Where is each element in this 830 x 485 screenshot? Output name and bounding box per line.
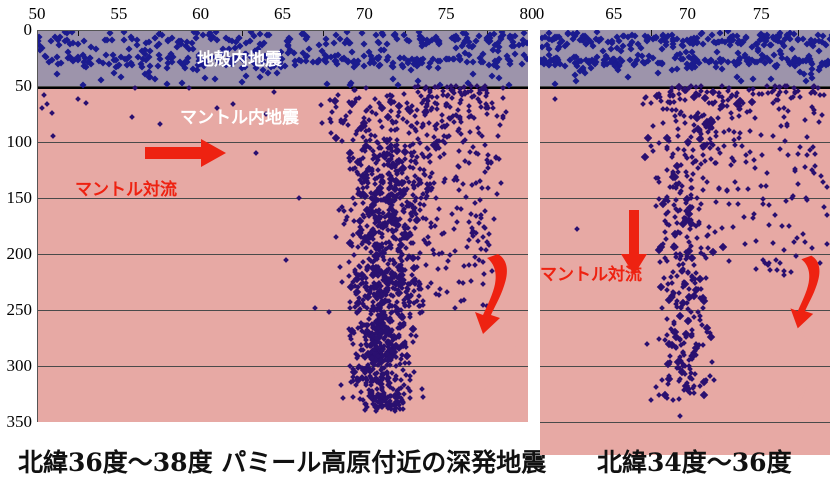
arrow-down-icon-right (621, 210, 647, 275)
y-tick-label: 150 (6, 188, 33, 207)
x-tick-label: 0 (535, 4, 545, 23)
x-minor-tick (650, 30, 652, 36)
gridline (37, 310, 528, 311)
x-minor-tick (323, 30, 325, 36)
x-minor-tick (241, 30, 243, 36)
moho-discontinuity-line (37, 86, 528, 89)
x-minor-tick (724, 30, 726, 36)
x-tick-label: 50 (28, 4, 46, 23)
x-tick-label: 70 (679, 4, 696, 23)
annotation-mantle-convection-right: マントル対流 (540, 265, 642, 285)
x-tick-label: 75 (437, 4, 455, 23)
gridline (37, 254, 528, 255)
y-tick-label: 50 (15, 76, 32, 95)
gridline (37, 142, 528, 143)
left-panel: 50 55 60 65 70 75 80 0 50 100 150 200 250 300 350 地殻内… (6, 4, 547, 477)
right-plot-area: マントル対流 (540, 30, 830, 455)
y-tick-label: 0 (23, 20, 33, 39)
gridline (540, 310, 830, 311)
annotation-mantle-convection: マントル対流 (75, 180, 177, 200)
gridline (37, 86, 528, 87)
arrow-right-icon (145, 139, 226, 167)
annotation-crustal-quakes: 地殻内地震 (197, 50, 282, 70)
gridline (37, 198, 528, 199)
x-minor-tick (798, 30, 800, 36)
mantle-slab-region (37, 89, 528, 422)
x-tick-label: 70 (355, 4, 373, 23)
y-tick-label: 250 (6, 300, 33, 319)
arrow-curved-down-icon-right (790, 255, 820, 329)
right-caption: 北緯34度〜36度 (597, 448, 792, 477)
x-tick-label: 65 (605, 4, 623, 23)
x-tick-label: 80 (519, 4, 537, 23)
x-tick-label: 55 (110, 4, 128, 23)
x-minor-tick (77, 30, 79, 36)
x-tick-label: 65 (274, 4, 291, 23)
x-tick-label: 75 (752, 4, 770, 23)
y-tick-label: 300 (6, 356, 33, 375)
y-tick-label: 100 (6, 132, 33, 151)
left-caption: 北緯36度〜38度 パミール高原付近の深発地震 (18, 448, 547, 477)
y-tick-label: 200 (6, 244, 33, 263)
y-tick-label: 350 (6, 412, 33, 431)
left-plot-area: 地殻内地震 マントル内地震 マントル対流 (37, 30, 528, 422)
annotation-mantle-quakes: マントル内地震 (180, 108, 299, 128)
gridline (37, 366, 528, 367)
gridline (540, 422, 830, 423)
arrow-curved-down-icon (475, 254, 507, 334)
x-tick-label: 60 (192, 4, 210, 23)
